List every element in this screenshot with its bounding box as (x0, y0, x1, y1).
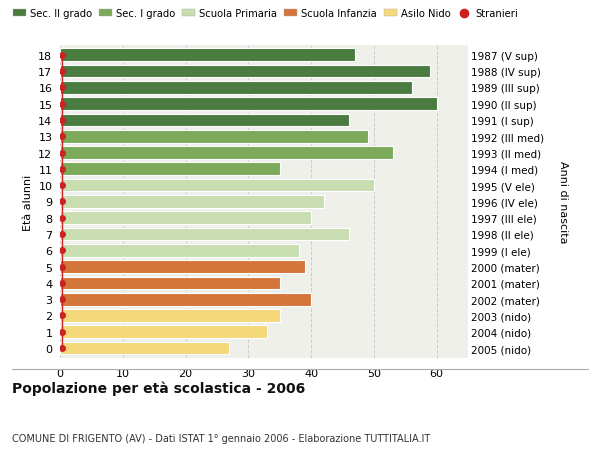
Bar (60, 309, 280, 322)
Bar (60, 342, 229, 355)
Bar (60, 82, 412, 95)
Bar (60, 228, 349, 241)
Bar (60, 131, 368, 143)
Y-axis label: Età alunni: Età alunni (23, 174, 32, 230)
Text: COMUNE DI FRIGENTO (AV) - Dati ISTAT 1° gennaio 2006 - Elaborazione TUTTITALIA.I: COMUNE DI FRIGENTO (AV) - Dati ISTAT 1° … (12, 433, 430, 442)
Bar (60, 277, 280, 290)
Bar (60, 293, 311, 306)
Bar (60, 212, 311, 224)
Legend: Sec. II grado, Sec. I grado, Scuola Primaria, Scuola Infanzia, Asilo Nido, Stran: Sec. II grado, Sec. I grado, Scuola Prim… (11, 7, 520, 21)
Bar (60, 98, 437, 111)
Bar (60, 326, 267, 338)
Bar (60, 196, 323, 208)
Y-axis label: Anni di nascita: Anni di nascita (558, 161, 568, 243)
Bar (60, 114, 349, 127)
Bar (60, 179, 374, 192)
Bar (60, 147, 392, 160)
Bar (60, 49, 355, 62)
Text: Popolazione per età scolastica - 2006: Popolazione per età scolastica - 2006 (12, 381, 305, 396)
Bar (60, 244, 299, 257)
Bar (60, 163, 280, 176)
Bar (60, 261, 305, 273)
Bar (60, 66, 430, 78)
